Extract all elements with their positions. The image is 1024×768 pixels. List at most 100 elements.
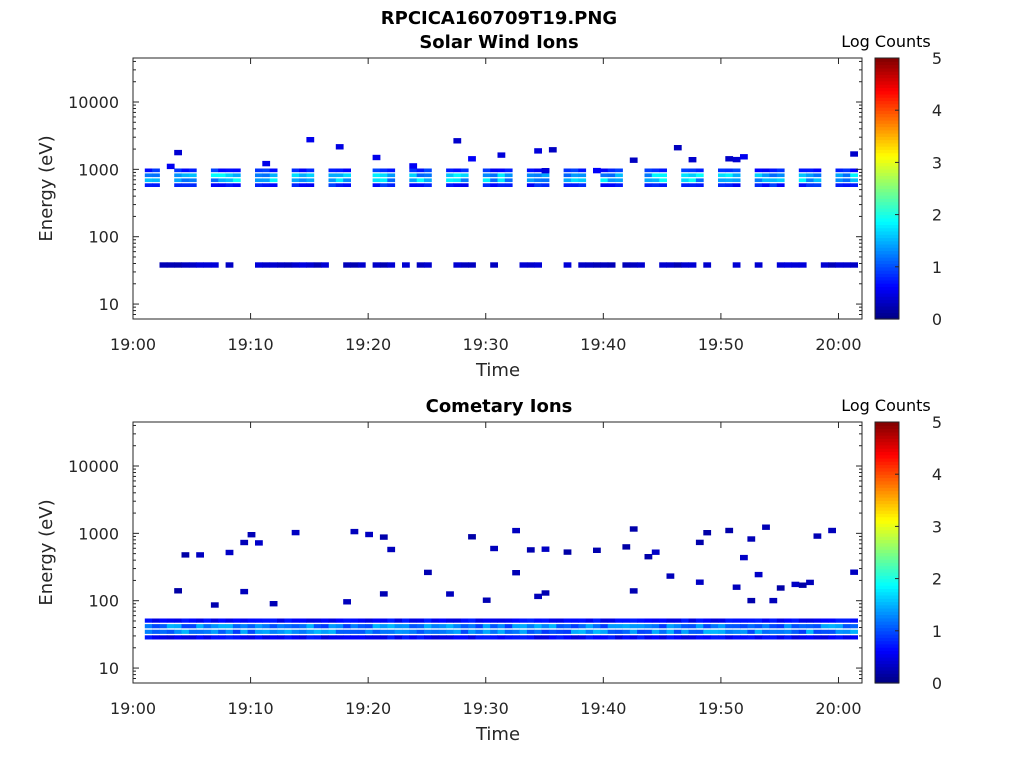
heatmap-cell	[769, 183, 778, 187]
heatmap-cell	[299, 178, 307, 183]
axes-box	[132, 57, 863, 320]
heatmap-cell	[306, 168, 315, 173]
heatmap-cell	[776, 262, 785, 268]
x-tick-label: 19:50	[698, 335, 744, 354]
colorbar-segment	[875, 178, 899, 183]
heatmap-cell	[644, 624, 653, 629]
colorbar-segment	[875, 110, 899, 115]
heatmap-cell	[431, 629, 440, 634]
heatmap-cell	[416, 178, 425, 183]
heatmap-cell	[806, 178, 814, 183]
heatmap-cell	[269, 629, 278, 634]
heatmap-cell	[541, 178, 550, 183]
heatmap-cell	[144, 168, 153, 173]
heatmap-cell	[387, 178, 396, 183]
colorbar-segment	[875, 208, 899, 212]
heatmap-cell	[526, 262, 535, 268]
colorbar-segment	[875, 673, 899, 678]
heatmap-cell	[842, 168, 851, 173]
heatmap-cell	[152, 629, 160, 634]
heatmap-cell	[335, 178, 344, 183]
heatmap-cell	[659, 183, 667, 187]
heatmap-cell	[740, 635, 748, 640]
heatmap-cell	[607, 183, 616, 187]
heatmap-cell	[666, 635, 675, 640]
heatmap-cell	[600, 262, 609, 268]
heatmap-cell	[600, 168, 609, 173]
heatmap-cell	[372, 635, 381, 640]
heatmap-cell	[659, 173, 667, 178]
colorbar-segment	[875, 172, 899, 177]
heatmap-cell	[541, 183, 550, 187]
colorbar-segment	[875, 162, 899, 167]
heatmap-cell	[203, 618, 212, 623]
heatmap-cell	[541, 173, 550, 178]
colorbar-segment	[875, 214, 899, 219]
heatmap-cell	[490, 618, 498, 623]
axes-box	[132, 421, 863, 684]
heatmap-cell	[651, 549, 660, 555]
heatmap-cell	[490, 635, 498, 640]
heatmap-cell	[710, 618, 719, 623]
heatmap-cell	[681, 629, 689, 634]
heatmap-cell	[306, 624, 315, 629]
colorbar-segment	[875, 188, 899, 193]
colorbar-segment	[875, 185, 899, 190]
heatmap-cell	[453, 183, 462, 187]
heatmap-cell	[255, 618, 263, 623]
heatmap-cell	[394, 624, 403, 629]
x-tick-label: 19:10	[228, 335, 274, 354]
heatmap-cell	[225, 262, 234, 268]
heatmap-cell	[210, 173, 219, 178]
heatmap-cell	[578, 183, 587, 187]
colorbar-segment	[875, 448, 899, 452]
heatmap-cell	[460, 624, 469, 629]
heatmap-cell	[659, 635, 667, 640]
heatmap-cell	[379, 168, 388, 173]
colorbar-segment	[875, 273, 899, 278]
heatmap-cell	[291, 624, 300, 629]
heatmap-cell	[747, 618, 756, 623]
heatmap-cell	[343, 618, 351, 623]
heatmap-cell	[762, 618, 770, 623]
heatmap-cell	[174, 618, 182, 623]
colorbar-segment	[875, 133, 899, 137]
heatmap-cell	[446, 624, 454, 629]
heatmap-cell	[754, 629, 763, 634]
heatmap-cell	[482, 178, 491, 183]
heatmap-cell	[372, 178, 381, 183]
heatmap-cell	[497, 183, 506, 187]
y-tick-label: 100	[88, 592, 119, 611]
heatmap-cell	[504, 624, 513, 629]
heatmap-cell	[681, 183, 689, 187]
heatmap-cell	[828, 527, 836, 534]
colorbar-segment	[875, 250, 899, 255]
heatmap-cell	[416, 618, 425, 623]
heatmap-cell	[556, 629, 565, 634]
heatmap-cell	[548, 147, 557, 153]
heatmap-cell	[497, 152, 506, 158]
heatmap-cell	[262, 183, 271, 187]
heatmap-cell	[776, 183, 785, 187]
heatmap-cell	[490, 173, 498, 178]
heatmap-cell	[482, 173, 491, 178]
colorbar-segment	[875, 119, 899, 124]
heatmap-cell	[703, 618, 712, 623]
heatmap-cell	[762, 524, 770, 530]
heatmap-cell	[688, 178, 697, 183]
colorbar-segment	[875, 591, 899, 596]
heatmap-cell	[350, 629, 359, 634]
heatmap-cell	[166, 629, 175, 634]
heatmap-cell	[607, 262, 616, 268]
colorbar-segment	[875, 149, 899, 154]
heatmap-cell	[526, 547, 535, 553]
heatmap-cell	[673, 145, 682, 151]
colorbar-segment	[875, 588, 899, 593]
heatmap-cell	[835, 635, 844, 640]
x-tick-label: 19:10	[228, 699, 274, 718]
colorbar-segment	[875, 572, 899, 576]
heatmap-cell	[695, 178, 704, 183]
heatmap-cell	[806, 173, 814, 178]
heatmap-cell	[460, 183, 469, 187]
heatmap-cell	[174, 629, 182, 634]
